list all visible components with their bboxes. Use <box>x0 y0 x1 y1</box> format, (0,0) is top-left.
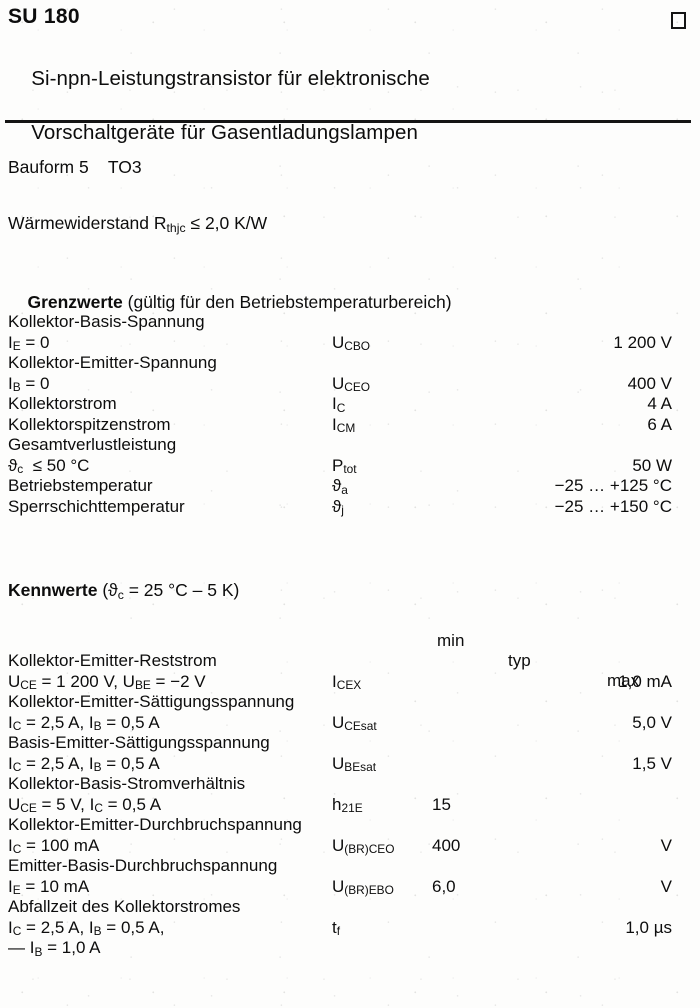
value-max: 1,0 µs <box>625 917 672 937</box>
thermal-resistance-line: Wärmewiderstand Rthjc ≤ 2,0 K/W <box>8 213 268 235</box>
limits-label-row: Kollektor-Emitter-Spannung <box>0 353 700 374</box>
table-row: IC = 2,5 A, IB = 0,5 A UCEsat 5,0 V <box>0 713 700 734</box>
characteristics-label-row: Kollektor-Emitter-Sättigungsspannung <box>0 692 700 713</box>
header-divider <box>5 120 691 123</box>
square-outline-icon <box>671 12 686 29</box>
table-row: UCE = 5 V, IC = 0,5 A h21E 15 <box>0 795 700 816</box>
value-min: 400 <box>432 835 461 855</box>
parameter-symbol: UCEsat <box>332 712 377 734</box>
test-condition: Kollektorspitzenstrom <box>8 414 171 434</box>
parameter-description: Emitter-Basis-Durchbruchspannung <box>8 856 278 875</box>
column-header-min: min <box>437 631 465 650</box>
test-condition: IC = 2,5 A, IB = 0,5 A <box>8 753 160 775</box>
parameter-description: — IB = 1,0 A <box>8 938 101 959</box>
table-row: IC = 2,5 A, IB = 0,5 A UBEsat 1,5 V <box>0 754 700 775</box>
characteristics-label-row: Kollektor-Basis-Stromverhältnis <box>0 774 700 795</box>
characteristics-label-row: Emitter-Basis-Durchbruchspannung <box>0 856 700 877</box>
column-header-typ: typ <box>508 651 531 670</box>
test-condition: IC = 100 mA <box>8 835 100 857</box>
parameter-description: Kollektor-Emitter-Reststrom <box>8 651 217 670</box>
parameter-symbol: ϑj <box>332 496 344 518</box>
parameter-symbol: ϑa <box>332 476 348 497</box>
test-condition: Betriebstemperatur <box>8 476 153 495</box>
characteristics-label-row: Kollektor-Emitter-Reststrom <box>0 651 700 672</box>
parameter-symbol: tf <box>332 917 341 939</box>
table-row: IE = 0 UCBO 1 200 V <box>0 333 700 354</box>
subtitle-line-2: Vorschaltgeräte für Gasentladungslampen <box>31 121 418 144</box>
value-min: 6,0 <box>432 876 456 896</box>
test-condition: Kollektorstrom <box>8 394 117 413</box>
characteristics-heading-bold: Kennwerte <box>8 580 98 600</box>
column-header-max: max <box>607 671 640 690</box>
test-condition: ϑc ≤ 50 °C <box>8 455 90 477</box>
limit-value: 1 200 V <box>613 332 672 352</box>
characteristics-heading-rest: (ϑc = 25 °C – 5 K) <box>97 580 240 602</box>
test-condition: IC = 2,5 A, IB = 0,5 A <box>8 712 160 734</box>
subtitle-line-1: Si-npn-Leistungstransistor für elektroni… <box>31 67 430 90</box>
limit-value: 400 V <box>627 373 672 393</box>
parameter-description: Kollektor-Emitter-Spannung <box>8 353 217 372</box>
parameter-description: Kollektor-Emitter-Sättigungsspannung <box>8 692 295 711</box>
table-row: Kollektorstrom IC 4 A <box>0 394 700 415</box>
limits-label-row: Gesamtverlustleistung <box>0 435 700 456</box>
test-condition: IE = 10 mA <box>8 876 90 898</box>
test-condition: IC = 2,5 A, IB = 0,5 A, <box>8 917 165 939</box>
value-min: 15 <box>432 794 451 814</box>
table-row: ϑc ≤ 50 °C Ptot 50 W <box>0 456 700 477</box>
test-condition: IB = 0 <box>8 373 50 395</box>
characteristics-label-row: Kollektor-Emitter-Durchbruchspannung <box>0 815 700 836</box>
limits-section-heading: Grenzwerte (gültig für den Betriebstempe… <box>8 271 452 334</box>
test-condition: UCE = 5 V, IC = 0,5 A <box>8 794 162 816</box>
parameter-description: Kollektor-Emitter-Durchbruchspannung <box>8 815 302 834</box>
value-max: 1,0 mA <box>618 671 672 691</box>
parameter-description: Basis-Emitter-Sättigungsspannung <box>8 733 270 752</box>
characteristics-label-row: Basis-Emitter-Sättigungsspannung <box>0 733 700 754</box>
characteristics-label-row: — IB = 1,0 A <box>0 938 700 959</box>
test-condition: IE = 0 <box>8 332 50 354</box>
limit-value: 4 A <box>647 394 672 413</box>
table-row: Kollektorspitzenstrom ICM 6 A <box>0 415 700 436</box>
limit-value: 50 W <box>632 455 672 475</box>
parameter-symbol: IC <box>332 394 346 415</box>
value-max: 1,5 V <box>632 753 672 773</box>
test-condition: Sperrschichttemperatur <box>8 496 185 516</box>
limit-value: 6 A <box>647 414 672 434</box>
parameter-symbol: Ptot <box>332 455 357 477</box>
limits-label-row: Kollektor-Basis-Spannung <box>0 312 700 333</box>
parameter-description: Gesamtverlustleistung <box>8 435 177 454</box>
table-row: UCE = 1 200 V, UBE = −2 V ICEX 1,0 mA <box>0 672 700 693</box>
document-subtitle: Si-npn-Leistungstransistor für elektroni… <box>8 38 430 173</box>
parameter-description: Kollektor-Basis-Stromverhältnis <box>8 774 246 793</box>
parameter-symbol: ICM <box>332 414 356 436</box>
characteristics-label-row: Abfallzeit des Kollektorstromes <box>0 897 700 918</box>
test-condition: UCE = 1 200 V, UBE = −2 V <box>8 671 206 693</box>
parameter-description: Kollektor-Basis-Spannung <box>8 312 205 331</box>
table-row: IE = 10 mA U(BR)EBO 6,0 V <box>0 877 700 898</box>
table-row: Sperrschichttemperatur ϑj −25 … +150 °C <box>0 497 700 518</box>
parameter-symbol: U(BR)EBO <box>332 876 394 898</box>
value-max: V <box>660 876 672 896</box>
page-title: SU 180 <box>8 5 80 28</box>
parameter-symbol: UCEO <box>332 373 371 395</box>
table-row: IC = 2,5 A, IB = 0,5 A, tf 1,0 µs <box>0 918 700 939</box>
limit-value: −25 … +125 °C <box>554 476 672 495</box>
table-row: Betriebstemperatur ϑa −25 … +125 °C <box>0 476 700 497</box>
parameter-symbol: h21E <box>332 794 363 816</box>
value-max: V <box>660 835 672 855</box>
value-max: 5,0 V <box>632 712 672 732</box>
parameter-symbol: UBEsat <box>332 753 377 775</box>
parameter-symbol: UCBO <box>332 332 371 354</box>
limits-heading-bold: Grenzwerte <box>27 292 123 312</box>
characteristics-column-headers: min typ max <box>0 611 700 690</box>
limit-value: −25 … +150 °C <box>554 496 672 516</box>
table-row: IB = 0 UCEO 400 V <box>0 374 700 395</box>
parameter-symbol: ICEX <box>332 671 362 693</box>
characteristics-section-heading: Kennwerte (ϑc = 25 °C – 5 K) <box>8 580 240 602</box>
parameter-symbol: U(BR)CEO <box>332 835 395 857</box>
package-type-line: Bauform 5 TO3 <box>8 157 142 177</box>
limits-heading-rest: (gültig für den Betriebstemperaturbereic… <box>122 292 452 312</box>
parameter-description: Abfallzeit des Kollektorstromes <box>8 897 241 916</box>
table-row: IC = 100 mA U(BR)CEO 400 V <box>0 836 700 857</box>
